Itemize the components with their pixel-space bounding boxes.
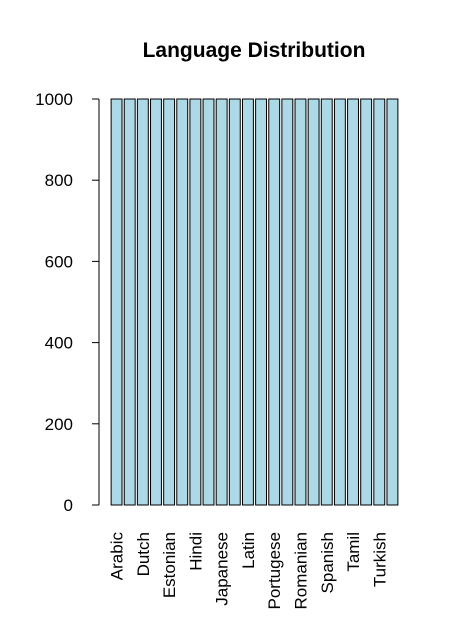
bar-latin: [241, 98, 254, 506]
x-tick-label: Spanish: [318, 532, 337, 593]
bar-french: [176, 98, 189, 506]
x-tick-label: Hindi: [186, 532, 205, 571]
y-tick-label: 0: [64, 496, 73, 515]
bar-romanian: [294, 98, 307, 506]
bar-korean: [228, 98, 241, 506]
x-tick-label: Turkish: [370, 532, 389, 587]
x-tick-label: Tamil: [344, 532, 363, 572]
bar-dutch: [136, 98, 149, 506]
bar-spanish: [320, 98, 333, 506]
bar-english: [150, 98, 162, 506]
bar-japanese: [215, 98, 228, 506]
x-tick-label: Latin: [239, 532, 258, 569]
bar-urdu: [386, 98, 399, 506]
y-tick-label: 200: [45, 415, 73, 434]
x-tick-label: Japanese: [213, 532, 232, 606]
bar-chinese: [123, 98, 136, 506]
bar-portugese: [268, 98, 281, 506]
y-axis: 0 200 400 600 800 1000: [35, 90, 100, 515]
y-tick-label: 1000: [35, 90, 73, 109]
bar-hindi: [189, 98, 202, 506]
bar-swedish: [333, 98, 346, 506]
bar-pushto: [281, 98, 294, 506]
chart-title: Language Distribution: [143, 39, 366, 62]
bar-turkish: [373, 98, 386, 506]
bar-russian: [307, 98, 320, 506]
x-tick-label: Arabic: [108, 532, 127, 581]
bars-group: [110, 98, 399, 506]
x-axis-labels: Arabic Dutch Estonian Hindi Japanese Latin Por…: [108, 532, 390, 610]
bar-persian: [255, 98, 268, 506]
x-tick-label: Romanian: [291, 532, 310, 610]
x-tick-label: Estonian: [160, 532, 179, 598]
bar-thai: [360, 98, 373, 506]
y-tick-label: 800: [45, 171, 73, 190]
bar-arabic: [110, 98, 123, 506]
bar-indonesian: [202, 98, 215, 506]
x-tick-label: Portugese: [265, 532, 284, 610]
bar-estonian: [163, 98, 176, 506]
y-tick-label: 400: [45, 334, 73, 353]
bar-tamil: [347, 98, 359, 506]
x-tick-label: Dutch: [134, 532, 153, 576]
y-tick-label: 600: [45, 252, 73, 271]
